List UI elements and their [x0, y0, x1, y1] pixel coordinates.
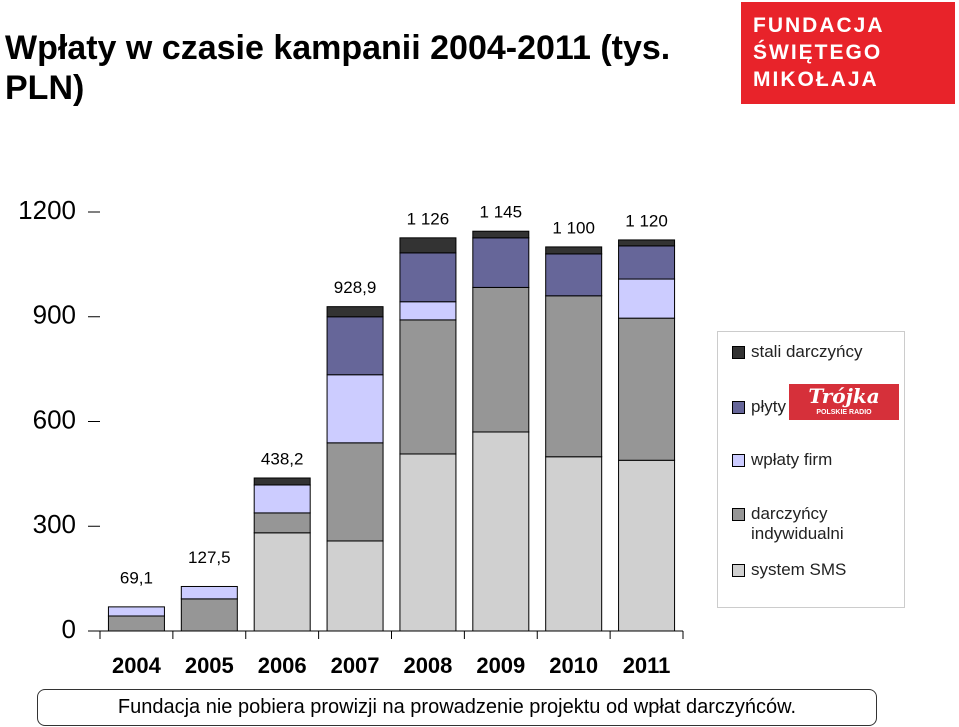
bar-segment [399, 319, 457, 455]
x-tick-label: 2006 [258, 653, 307, 678]
bar-segment [399, 252, 457, 303]
x-tick-label: 2004 [112, 653, 162, 678]
legend-swatch [732, 454, 745, 467]
bar-segment [326, 316, 384, 376]
legend-swatch [732, 401, 745, 414]
y-tick-label: 900 [33, 300, 76, 330]
footnote: Fundacja nie pobiera prowizji na prowadz… [37, 689, 877, 726]
total-label: 69,1 [120, 568, 153, 587]
bar-segment [326, 306, 384, 318]
legend-swatch [732, 508, 745, 521]
bar-segment [399, 237, 457, 254]
total-label: 438,2 [261, 449, 304, 468]
chart-title: Wpłaty w czasie kampanii 2004-2011 (tys.… [5, 29, 671, 107]
bar-segment [253, 512, 311, 534]
legend-label: system SMS [751, 560, 847, 579]
bar-segment [618, 278, 676, 319]
legend-item: wpłaty firm [732, 450, 892, 470]
y-tick-label: 0 [62, 614, 76, 644]
bar-segment [253, 532, 311, 632]
bar-segment [618, 245, 676, 280]
bar-segment [399, 301, 457, 321]
legend: Trójka POLSKIE RADIO stali darczyńcy płyty… [717, 331, 905, 608]
y-tick-label: 600 [33, 404, 76, 434]
legend-label: wpłaty firm [751, 450, 833, 469]
bar-segment [180, 598, 238, 632]
legend-item: stali darczyńcy [732, 342, 892, 362]
total-label: 928,9 [334, 278, 377, 297]
total-label: 1 145 [480, 203, 523, 222]
bar-segment [253, 477, 311, 486]
bar-segment [618, 459, 676, 632]
legend-label: stali darczyńcy [751, 342, 863, 361]
bar-segment [545, 253, 603, 297]
bar-segment [472, 431, 530, 632]
total-label: 127,5 [188, 548, 231, 567]
legend-swatch [732, 564, 745, 577]
x-tick-label: 2009 [476, 653, 525, 678]
x-tick-label: 2007 [331, 653, 380, 678]
bar-segment [326, 374, 384, 444]
bar-segment [472, 237, 530, 288]
bar-segment [545, 456, 603, 632]
bar-segment [326, 442, 384, 542]
bar-segment [107, 606, 165, 617]
bar-segment [107, 615, 165, 632]
trojka-text: Trójka [808, 384, 880, 408]
total-label: 1 100 [552, 218, 595, 237]
y-tick-label: 1200 [18, 195, 76, 225]
x-tick-label: 2010 [549, 653, 598, 678]
bar-segment [618, 317, 676, 461]
legend-label: płyty [751, 397, 786, 416]
legend-item: płyty [732, 397, 892, 417]
legend-item: system SMS [732, 560, 892, 580]
bar-segment [399, 453, 457, 632]
bar-segment [545, 246, 603, 255]
bar-segment [472, 230, 530, 239]
x-tick-label: 2005 [185, 653, 234, 678]
y-tick-label: 300 [33, 509, 76, 539]
bar-segment [472, 286, 530, 433]
logo: FUNDACJA ŚWIĘTEGO MIKOŁAJA [741, 2, 955, 104]
bar-segment [180, 585, 238, 600]
bar-segment [253, 484, 311, 514]
bar-segment [326, 540, 384, 632]
total-label: 1 126 [407, 209, 450, 228]
x-tick-label: 2008 [403, 653, 452, 678]
trojka-sub: POLSKIE RADIO [816, 409, 872, 416]
x-tick-label: 2011 [623, 653, 671, 678]
bar-segment [618, 239, 676, 247]
total-label: 1 120 [625, 211, 668, 230]
trojka-logo: Trójka POLSKIE RADIO [789, 384, 899, 420]
bar-segment [545, 295, 603, 458]
legend-swatch [732, 346, 745, 359]
legend-item: darczyńcy indywidualni [732, 504, 892, 544]
legend-label: darczyńcy indywidualni [751, 504, 844, 543]
